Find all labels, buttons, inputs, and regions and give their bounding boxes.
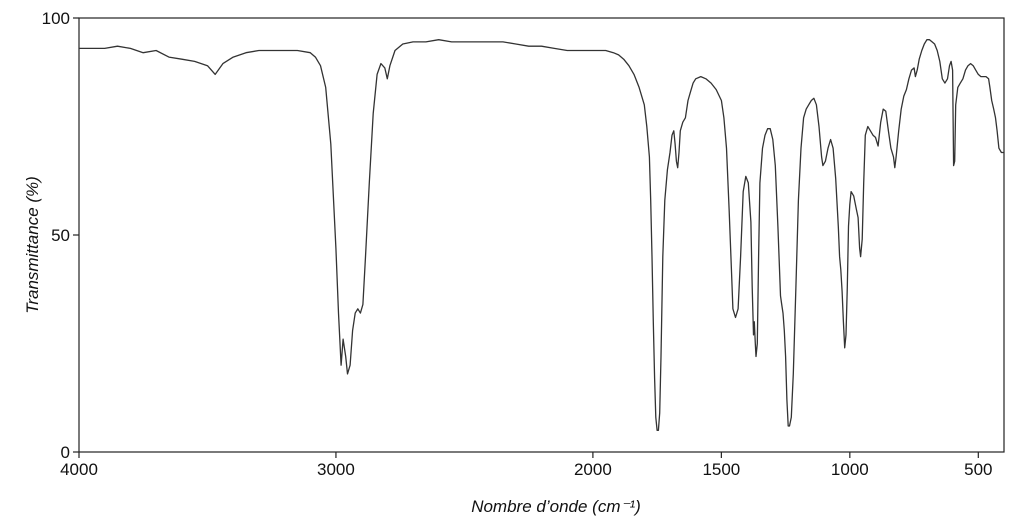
x-tick-label: 2000 [574,460,612,479]
plot-frame [78,17,1005,453]
y-axis-title: Transmittance (%) [23,176,42,314]
x-axis-title: Nombre d’onde (cm⁻¹) [471,497,641,516]
transmittance-series-line [79,39,1004,431]
y-tick-label: 100 [42,9,70,28]
y-tick-label: 0 [61,443,70,462]
x-tick-label: 1000 [831,460,869,479]
x-tick-label: 500 [964,460,992,479]
x-tick-label: 3000 [317,460,355,479]
x-tick-label: 1500 [702,460,740,479]
x-axis: 4000 3000 2000 1500 1000 500 [60,452,992,479]
y-tick-label: 50 [51,226,70,245]
x-tick-label: 4000 [60,460,98,479]
y-axis: 0 50 100 [42,9,79,462]
